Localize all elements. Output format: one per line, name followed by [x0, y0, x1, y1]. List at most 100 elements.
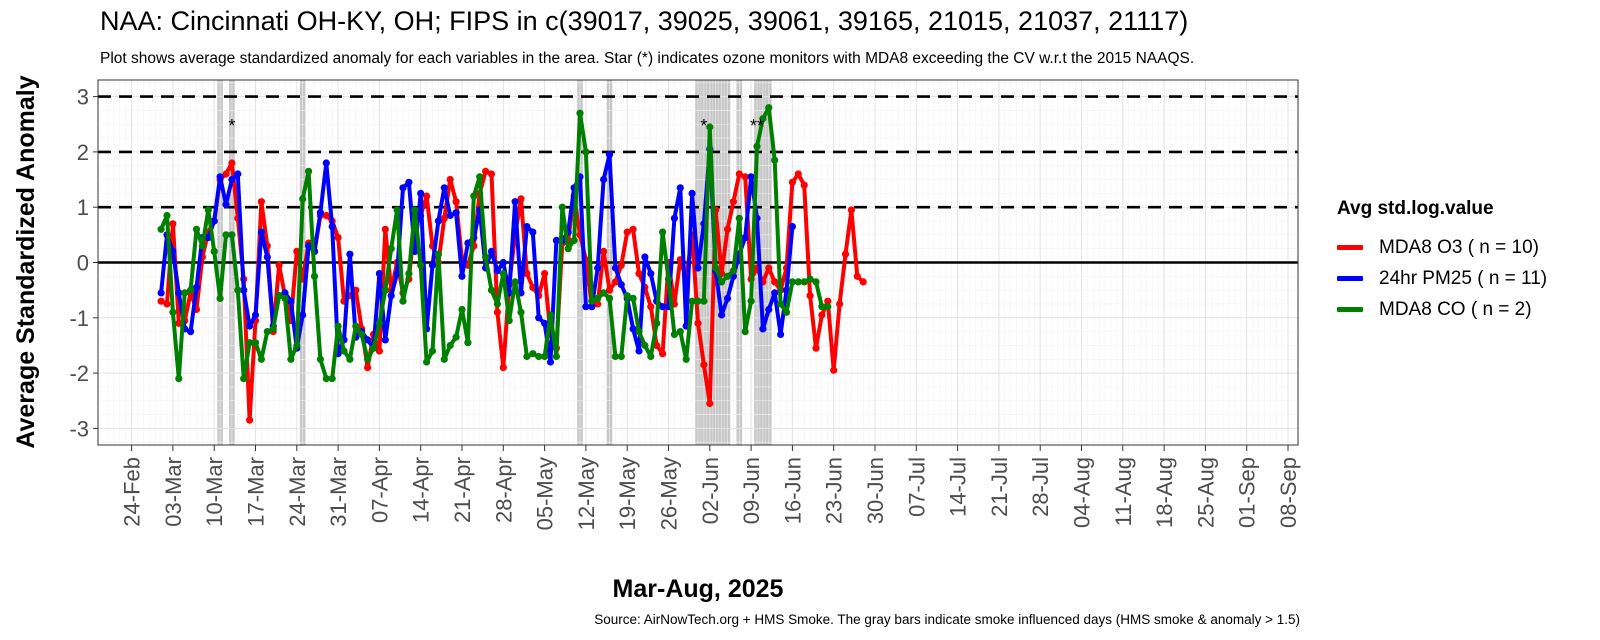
data-point — [505, 317, 513, 325]
data-point — [299, 195, 307, 203]
data-point — [836, 300, 844, 308]
data-point — [629, 225, 637, 233]
x-tick-label: 05-May — [533, 457, 558, 530]
x-tick-label: 08-Sep — [1276, 457, 1301, 528]
data-point — [246, 416, 254, 424]
data-point — [706, 399, 714, 408]
legend: Avg std.log.value MDA8 O3 ( n = 10) 24hr… — [1337, 198, 1547, 325]
data-point — [800, 181, 808, 189]
y-tick-label: 0 — [77, 251, 89, 276]
data-point — [316, 355, 324, 363]
x-tick-label: 31-Mar — [326, 457, 351, 527]
legend-key-pm25 — [1337, 276, 1363, 281]
data-point — [582, 303, 590, 311]
data-point — [682, 355, 690, 363]
data-point — [157, 297, 165, 305]
data-point — [523, 352, 531, 361]
data-point — [588, 303, 596, 311]
data-point — [818, 311, 826, 319]
data-point — [210, 217, 218, 225]
data-point — [281, 289, 289, 297]
data-point — [269, 325, 277, 333]
data-point — [493, 300, 501, 308]
x-tick-label: 09-Jun — [739, 457, 764, 524]
data-point — [305, 167, 313, 175]
data-point — [452, 198, 460, 206]
data-point — [487, 247, 496, 255]
data-point — [322, 211, 330, 220]
data-point — [287, 297, 295, 305]
data-point — [275, 261, 283, 269]
data-point — [605, 294, 614, 302]
data-point — [364, 336, 372, 344]
data-point — [216, 173, 224, 181]
data-point — [694, 319, 702, 327]
data-point — [440, 184, 448, 192]
series-line — [159, 147, 795, 364]
x-tick-label: 24-Feb — [120, 457, 145, 527]
y-tick-label: -1 — [69, 306, 89, 331]
data-point — [458, 305, 466, 314]
data-point — [729, 267, 738, 275]
data-point — [664, 275, 673, 283]
data-point — [600, 175, 608, 184]
data-point — [635, 328, 643, 336]
data-point — [753, 142, 761, 150]
data-point — [812, 344, 820, 352]
x-tick-label: 18-Aug — [1152, 457, 1177, 528]
data-point — [405, 178, 413, 186]
data-point — [375, 319, 383, 327]
data-point — [446, 211, 454, 220]
data-point — [812, 278, 820, 286]
data-point — [659, 303, 667, 311]
data-point — [611, 278, 620, 286]
data-point — [187, 286, 195, 294]
data-point — [511, 198, 519, 206]
data-point — [629, 325, 637, 333]
data-point — [163, 300, 171, 308]
data-point — [240, 375, 248, 383]
data-point — [676, 184, 684, 192]
x-tick-label: 07-Jul — [904, 457, 929, 517]
legend-label-co: MDA8 CO ( n = 2) — [1379, 298, 1532, 320]
data-point — [340, 347, 348, 355]
legend-item-co: MDA8 CO ( n = 2) — [1337, 294, 1547, 325]
data-point — [741, 328, 749, 336]
data-point — [712, 264, 720, 272]
series-2 — [157, 104, 832, 383]
data-point — [517, 195, 525, 203]
data-point — [605, 151, 614, 159]
x-tick-label: 30-Jun — [863, 457, 888, 524]
axes: 3 2 1 0 -1 -2 -3 24-Feb 03-Mar 10-Mar 17-Mar 24-Mar… — [69, 85, 1301, 531]
data-point — [263, 328, 271, 336]
data-point — [499, 270, 507, 278]
data-point — [234, 170, 242, 178]
data-point — [493, 267, 501, 275]
data-point — [765, 305, 773, 314]
data-point — [487, 170, 496, 178]
data-point — [723, 294, 732, 302]
x-tick-label: 01-Sep — [1235, 457, 1260, 528]
data-point — [529, 350, 537, 358]
x-tick-label: 02-Jun — [698, 457, 723, 524]
data-point — [818, 303, 826, 311]
data-point — [305, 242, 313, 250]
data-point — [659, 228, 667, 236]
data-point — [499, 258, 507, 267]
data-point — [830, 366, 838, 374]
data-point — [824, 297, 832, 305]
data-point — [458, 272, 466, 280]
data-point — [600, 247, 608, 255]
data-point — [617, 261, 625, 269]
data-point — [694, 297, 702, 305]
data-point — [605, 286, 614, 294]
data-point — [169, 308, 177, 316]
data-point — [381, 286, 389, 294]
data-point — [334, 322, 342, 330]
data-point — [552, 236, 561, 244]
data-point — [641, 341, 649, 350]
data-point — [794, 170, 802, 178]
x-tick-label: 14-Jul — [946, 457, 971, 517]
data-point — [175, 289, 183, 297]
data-point — [723, 272, 732, 280]
